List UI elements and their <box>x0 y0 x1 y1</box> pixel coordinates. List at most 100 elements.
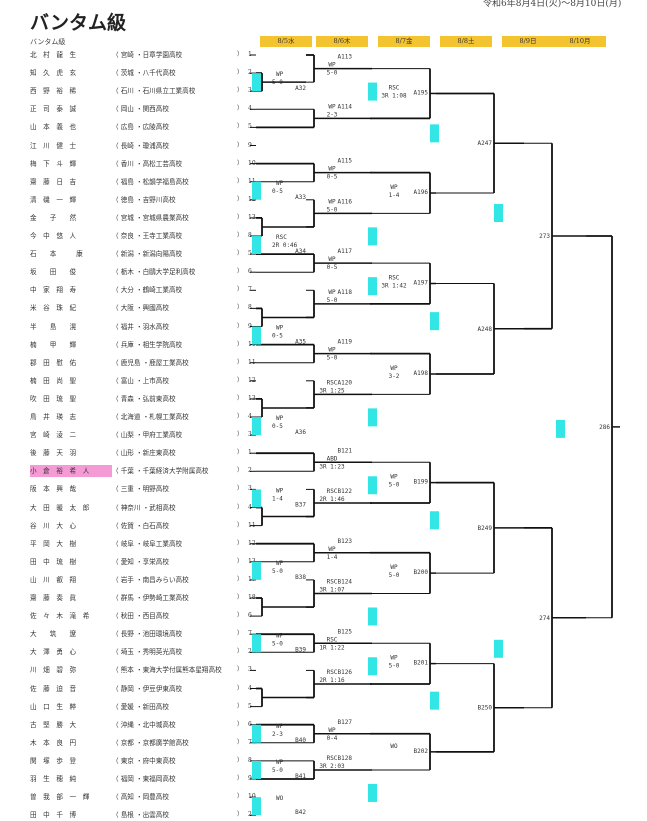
draw-number: 1 <box>248 51 252 58</box>
entry-row: 大 澤 勇 心 （ 埼玉 ・秀明英光高校 <box>30 646 182 658</box>
boxer-affiliation: （ 福島 ・松韻学福島高校 <box>112 177 189 186</box>
boxer-affiliation: （ 岐阜 ・岐阜工業高校 <box>112 539 183 548</box>
match-id: 274 <box>539 615 550 622</box>
boxer-name: 阪 本 興 哉 <box>30 485 77 494</box>
draw-number: 8 <box>248 232 252 239</box>
boxer-name: 谷 川 大 心 <box>30 521 77 530</box>
match-id: B39 <box>295 646 306 653</box>
boxer-name: 郡 田 慰 佑 <box>30 358 77 367</box>
draw-number: 10 <box>248 159 256 167</box>
entry-row: 佐 々 木 滝 希 （ 秋田 ・西目高校 <box>30 610 169 622</box>
match-id: A118 <box>338 289 353 296</box>
match-score: 5-0 <box>389 482 400 489</box>
match-result: RSC <box>327 379 338 386</box>
match-id: A116 <box>338 198 353 205</box>
match-result: WP <box>390 474 398 481</box>
match-result: RSC <box>327 669 338 676</box>
boxer-affiliation: （ 愛媛 ・新田高校 <box>112 702 169 711</box>
match-id: A35 <box>295 339 306 346</box>
match-id: 286 <box>599 424 610 431</box>
entry-row: 関 塚 歩 登 （ 東京 ・府中東高校 <box>30 755 176 767</box>
boxer-affiliation: （ 大分 ・鶴崎工業高校 <box>112 286 183 295</box>
match-id: A247 <box>478 140 493 147</box>
winner-marker <box>368 227 377 246</box>
draw-number: 9 <box>248 775 252 782</box>
boxer-affiliation: （ 新潟 ・新潟向陽高校 <box>112 250 183 259</box>
day-header: 8/8土 <box>440 36 492 47</box>
entry-row: 米 谷 珠 紀 （ 大阪 ・興國高校 <box>30 302 169 314</box>
boxer-name: 齋 藤 日 吉 <box>30 177 77 186</box>
match-id: B121 <box>338 447 353 454</box>
match-result: WP <box>276 560 284 567</box>
draw-number: 13 <box>248 557 256 565</box>
affiliation-close: ） <box>237 756 244 764</box>
match-result: WP <box>390 564 398 571</box>
draw-number: 2 <box>248 811 252 819</box>
entry-row: 江 川 健 士 （ 長崎 ・瓊浦高校 <box>30 140 169 152</box>
draw-number: 12 <box>248 539 256 547</box>
match-result: RSC <box>327 488 338 495</box>
match-result: WP <box>328 166 336 173</box>
entry-row: 今 中 悠 人 （ 奈良 ・王寺工業高校 <box>30 230 182 242</box>
affiliation-close: ） <box>237 449 244 457</box>
affiliation-close: ） <box>237 793 244 801</box>
boxer-affiliation: （ 富山 ・上市高校 <box>112 376 169 385</box>
boxer-name: 大 田 暖 太 郎 <box>30 503 90 512</box>
entry-row: 大 筑 遼 （ 長野 ・池田環境高校 <box>30 628 182 640</box>
boxer-name: 関 塚 歩 登 <box>30 756 77 765</box>
match-score: 0-4 <box>327 735 338 742</box>
boxer-name: 坂 田 俊 <box>30 268 77 277</box>
entry-row: 坂 田 俊 （ 栃木 ・白鷗大学足利高校 <box>30 266 195 278</box>
boxer-affiliation: （ 愛知 ・享栄高校 <box>112 557 169 566</box>
match-id: B42 <box>295 809 306 816</box>
match-result: WP <box>328 347 336 354</box>
affiliation-close: ） <box>237 87 244 95</box>
match-result: WP <box>276 632 284 639</box>
affiliation-close: ） <box>237 666 244 674</box>
match-id: A198 <box>414 370 429 377</box>
draw-number: 13 <box>248 394 256 402</box>
match-id: B202 <box>414 748 429 755</box>
draw-number: 8 <box>248 304 252 312</box>
boxer-affiliation: （ 静岡 ・伊豆伊東高校 <box>112 684 183 693</box>
winner-marker <box>252 760 261 779</box>
boxer-name: 小 倉 裕 希 人 <box>30 465 112 478</box>
draw-number: 7 <box>248 286 252 294</box>
match-score: 3-2 <box>389 373 400 380</box>
boxer-affiliation: （ 群馬 ・伊勢崎工業高校 <box>112 594 189 602</box>
day-header: 8/9日 <box>502 36 554 47</box>
match-score: 2R 0:46 <box>272 242 298 249</box>
winner-marker <box>252 417 261 436</box>
entry-row: 吹 田 琉 聖 （ 青森 ・弘前東高校 <box>30 393 176 405</box>
entry-row: 田 中 千 博 （ 島根 ・出雲高校 <box>30 809 169 821</box>
affiliation-close: ） <box>237 648 244 656</box>
date-range: 令和6年8月4日(火)〜8月10日(月) <box>483 0 622 9</box>
entry-row: 田 中 琉 樹 （ 愛知 ・享栄高校 <box>30 556 169 568</box>
draw-number: 10 <box>248 793 256 801</box>
match-score: 5-0 <box>389 572 400 579</box>
boxer-affiliation: （ 島根 ・出雲高校 <box>112 811 169 820</box>
entry-row: 小 倉 裕 希 人（ 千葉 ・千葉経済大学附属高校 <box>30 465 209 478</box>
winner-marker <box>494 204 503 222</box>
affiliation-close: ） <box>237 720 244 728</box>
match-result: WP <box>328 62 336 69</box>
boxer-affiliation: （ 東京 ・府中東高校 <box>112 756 176 765</box>
boxer-affiliation: （ 兵庫 ・相生学院高校 <box>112 340 183 349</box>
boxer-affiliation: （ 山梨 ・甲府工業高校 <box>112 431 183 440</box>
draw-number: 4 <box>248 684 252 692</box>
affiliation-close: ） <box>237 51 244 58</box>
affiliation-close: ） <box>237 612 244 620</box>
winner-marker <box>494 639 503 658</box>
boxer-name: 後 藤 天 羽 <box>30 449 77 458</box>
match-id: B127 <box>338 719 353 726</box>
boxer-affiliation: （ 千葉 ・千葉経済大学附属高校 <box>112 467 209 476</box>
entry-row: 知 久 虎 玄 （ 茨城 ・八千代高校 <box>30 67 176 79</box>
boxer-affiliation: （ 茨城 ・八千代高校 <box>112 69 176 78</box>
match-id: B126 <box>338 669 353 676</box>
entry-row: 石 本 康 （ 新潟 ・新潟向陽高校 <box>30 248 182 260</box>
winner-marker <box>368 277 377 296</box>
draw-number: 5 <box>248 702 252 710</box>
match-score: 5-0 <box>272 640 283 647</box>
boxer-name: 石 本 康 <box>30 250 83 259</box>
match-result: WP <box>276 415 284 422</box>
